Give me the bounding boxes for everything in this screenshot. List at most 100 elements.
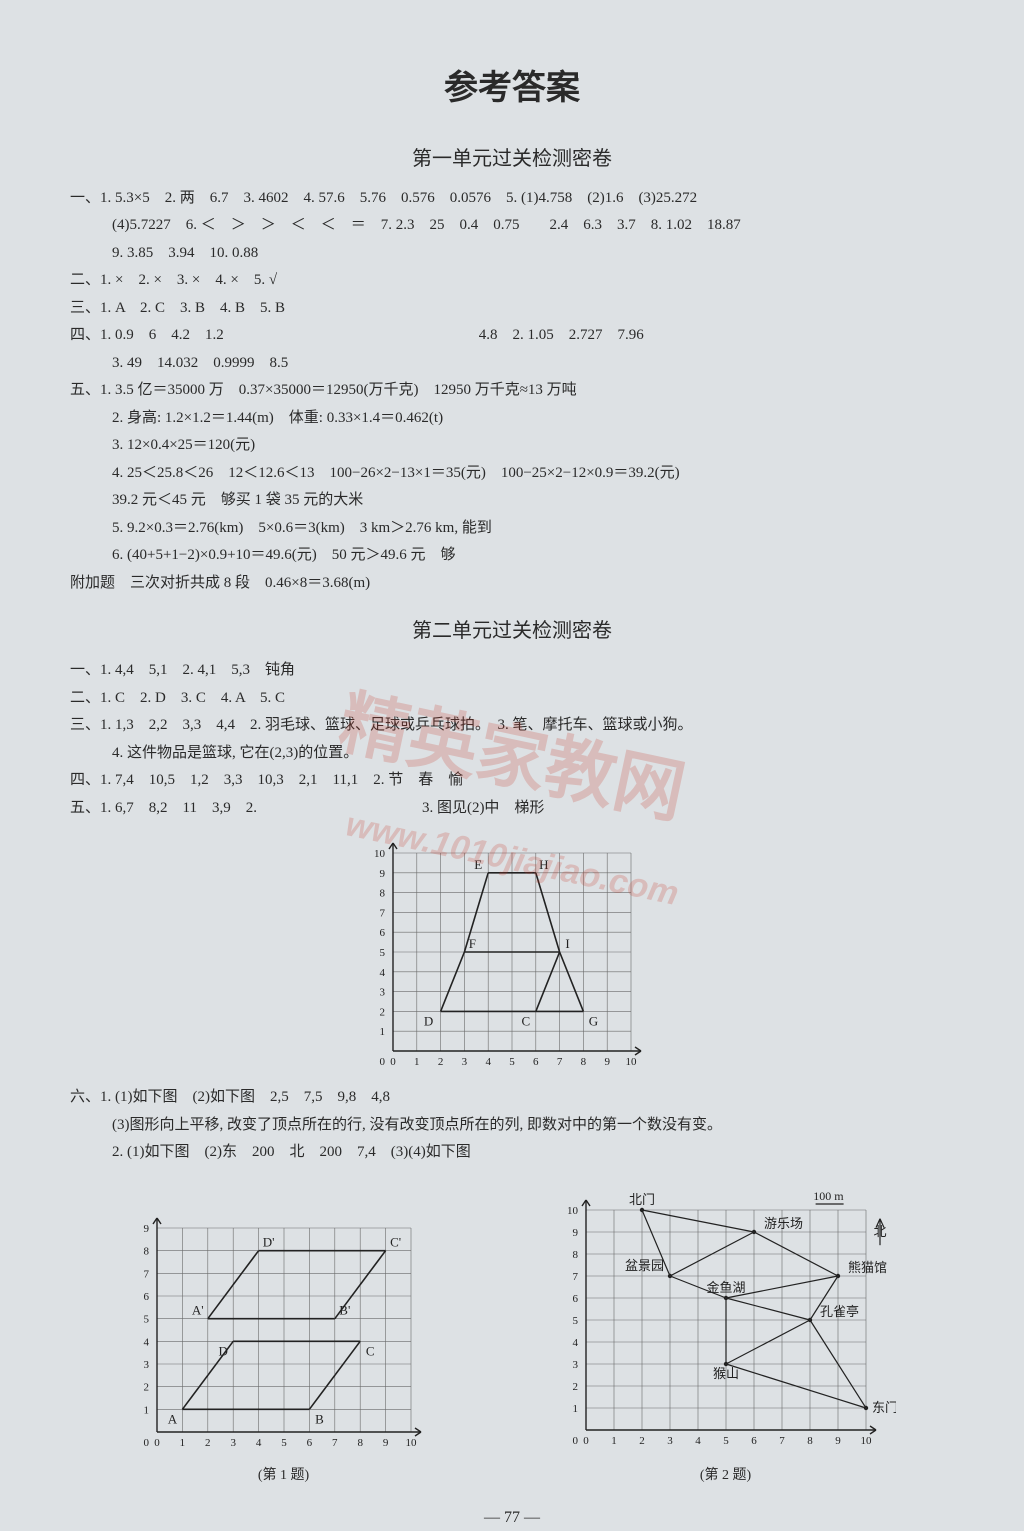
- chart-grid-right: 012345678910123456789100北门游乐场盆景园熊猫馆金鱼湖孔雀…: [556, 1180, 896, 1460]
- svg-text:4: 4: [143, 1336, 149, 1348]
- svg-text:G: G: [589, 1014, 598, 1029]
- chart-right-caption: (第 2 题): [700, 1464, 751, 1488]
- svg-text:0: 0: [583, 1435, 589, 1447]
- svg-text:1: 1: [572, 1403, 578, 1415]
- svg-text:1: 1: [380, 1026, 386, 1038]
- text-line: 3. 12×0.4×25＝120(元): [70, 433, 954, 459]
- svg-text:4: 4: [695, 1435, 701, 1447]
- unit2-title: 第二单元过关检测密卷: [70, 614, 954, 648]
- svg-text:5: 5: [723, 1435, 729, 1447]
- svg-text:0: 0: [380, 1056, 386, 1068]
- text-line: (4)5.7227 6. ＜ ＞ ＞ ＜ ＜ ＝ 7. 2.3 25 0.4 0…: [70, 213, 954, 239]
- svg-text:2: 2: [205, 1437, 211, 1449]
- text-line: 9. 3.85 3.94 10. 0.88: [70, 241, 954, 267]
- svg-text:1: 1: [143, 1404, 149, 1416]
- svg-text:3: 3: [572, 1359, 578, 1371]
- svg-text:2: 2: [572, 1381, 578, 1393]
- text-line: 二、1. × 2. × 3. × 4. × 5. √: [70, 268, 954, 294]
- svg-text:3: 3: [230, 1437, 236, 1449]
- svg-text:金鱼湖: 金鱼湖: [706, 1280, 745, 1295]
- svg-text:7: 7: [557, 1056, 563, 1068]
- svg-text:5: 5: [509, 1056, 515, 1068]
- text-line: 3. 49 14.032 0.9999 8.5: [70, 351, 954, 377]
- svg-text:2: 2: [143, 1381, 149, 1393]
- svg-text:6: 6: [306, 1437, 312, 1449]
- unit1-title: 第一单元过关检测密卷: [70, 142, 954, 176]
- text-line: 2. (1)如下图 (2)东 200 北 200 7,4 (3)(4)如下图: [70, 1140, 954, 1166]
- svg-text:东门: 东门: [872, 1400, 896, 1415]
- svg-text:7: 7: [572, 1271, 578, 1283]
- svg-text:5: 5: [281, 1437, 287, 1449]
- svg-text:3: 3: [143, 1359, 149, 1371]
- svg-text:4: 4: [572, 1337, 578, 1349]
- svg-text:北门: 北门: [628, 1192, 654, 1207]
- text-line: 4. 这件物品是篮球, 它在(2,3)的位置。: [70, 741, 954, 767]
- svg-text:2: 2: [438, 1056, 444, 1068]
- svg-text:8: 8: [572, 1249, 578, 1261]
- text-line: 附加题 三次对折共成 8 段 0.46×8＝3.68(m): [70, 571, 954, 597]
- svg-text:8: 8: [143, 1245, 149, 1257]
- svg-text:5: 5: [572, 1315, 578, 1327]
- svg-text:D': D': [262, 1234, 274, 1249]
- svg-text:F: F: [469, 936, 476, 951]
- svg-text:9: 9: [382, 1437, 388, 1449]
- svg-text:9: 9: [143, 1223, 149, 1235]
- svg-text:A: A: [167, 1411, 177, 1426]
- svg-text:4: 4: [380, 967, 386, 979]
- svg-text:盆景园: 盆景园: [624, 1258, 663, 1273]
- svg-text:5: 5: [143, 1313, 149, 1325]
- svg-text:9: 9: [835, 1435, 841, 1447]
- svg-text:B: B: [315, 1411, 324, 1426]
- svg-text:9: 9: [572, 1227, 578, 1239]
- svg-text:8: 8: [380, 888, 386, 900]
- svg-text:6: 6: [751, 1435, 757, 1447]
- svg-text:C: C: [365, 1343, 374, 1358]
- svg-text:H: H: [539, 857, 548, 872]
- svg-text:2: 2: [380, 1007, 386, 1019]
- svg-text:7: 7: [779, 1435, 785, 1447]
- svg-text:孔雀亭: 孔雀亭: [820, 1304, 859, 1319]
- chart-left-caption: (第 1 题): [258, 1464, 309, 1488]
- text-line: 四、1. 7,4 10,5 1,2 3,3 10,3 2,1 11,1 2. 节…: [70, 768, 954, 794]
- svg-text:游乐场: 游乐场: [764, 1216, 803, 1231]
- text-line: 四、1. 0.9 6 4.2 1.2 4.8 2. 1.05 2.727 7.9…: [70, 323, 954, 349]
- text-line: 六、1. (1)如下图 (2)如下图 2,5 7,5 9,8 4,8: [70, 1085, 954, 1111]
- svg-text:熊猫馆: 熊猫馆: [848, 1260, 887, 1275]
- text-line: 一、1. 5.3×5 2. 两 6.7 3. 4602 4. 57.6 5.76…: [70, 186, 954, 212]
- svg-text:0: 0: [143, 1437, 149, 1449]
- unit1-body: 一、1. 5.3×5 2. 两 6.7 3. 4602 4. 57.6 5.76…: [70, 186, 954, 597]
- chart-grid-left: 0123456789101234567890ABCDA'B'C'D': [129, 1200, 439, 1460]
- text-line: 4. 25＜25.8＜26 12＜12.6＜13 100−26×2−13×1＝3…: [70, 461, 954, 487]
- text-line: 五、1. 3.5 亿＝35000 万 0.37×35000＝12950(万千克)…: [70, 378, 954, 404]
- svg-text:100 m: 100 m: [813, 1189, 844, 1203]
- page-number: — 77 —: [70, 1504, 954, 1531]
- svg-text:6: 6: [143, 1291, 149, 1303]
- svg-text:9: 9: [380, 868, 386, 880]
- svg-text:C': C': [390, 1234, 401, 1249]
- svg-text:5: 5: [380, 947, 386, 959]
- svg-text:7: 7: [380, 908, 386, 920]
- svg-text:0: 0: [154, 1437, 160, 1449]
- svg-text:10: 10: [374, 848, 386, 860]
- svg-text:A': A': [191, 1302, 203, 1317]
- svg-text:0: 0: [572, 1435, 578, 1447]
- svg-text:7: 7: [332, 1437, 338, 1449]
- text-line: 39.2 元＜45 元 够买 1 袋 35 元的大米: [70, 488, 954, 514]
- svg-text:6: 6: [533, 1056, 539, 1068]
- svg-text:4: 4: [255, 1437, 261, 1449]
- svg-text:D: D: [424, 1014, 433, 1029]
- text-line: 5. 9.2×0.3＝2.76(km) 5×0.6＝3(km) 3 km＞2.7…: [70, 516, 954, 542]
- svg-text:B': B': [339, 1302, 350, 1317]
- svg-text:6: 6: [572, 1293, 578, 1305]
- text-line: 三、1. 1,3 2,2 3,3 4,4 2. 羽毛球、篮球、足球或乒乓球拍。 …: [70, 713, 954, 739]
- svg-text:10: 10: [567, 1205, 579, 1217]
- chart-grid-mid: 012345678910123456789100DCGFIEH: [367, 827, 657, 1077]
- svg-text:C: C: [521, 1014, 530, 1029]
- svg-text:I: I: [565, 936, 569, 951]
- svg-text:2: 2: [639, 1435, 645, 1447]
- svg-text:3: 3: [380, 987, 386, 999]
- text-line: (3)图形向上平移, 改变了顶点所在的行, 没有改变顶点所在的列, 即数对中的第…: [70, 1113, 954, 1139]
- svg-text:3: 3: [667, 1435, 673, 1447]
- text-line: 三、1. A 2. C 3. B 4. B 5. B: [70, 296, 954, 322]
- svg-text:猴山: 猴山: [712, 1366, 738, 1381]
